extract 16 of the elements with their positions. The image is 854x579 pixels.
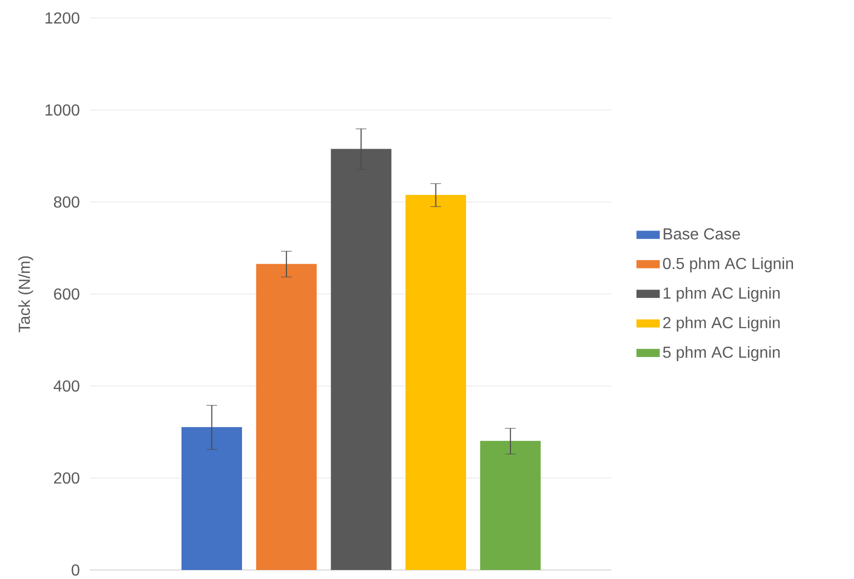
y-tick-label: 600: [54, 288, 80, 300]
legend-label: 5 phm AC Lignin: [663, 346, 780, 362]
bar: [256, 264, 317, 570]
bar: [330, 148, 392, 570]
bar: [181, 427, 242, 570]
y-tick-label: 800: [54, 196, 80, 208]
y-tick-label: 1000: [46, 104, 80, 116]
legend-label: 1 phm AC Lignin: [664, 287, 780, 302]
legend-label: Base Case: [664, 228, 740, 240]
y-tick-label: 400: [54, 380, 80, 392]
y-axis-title: Tack (N/m): [18, 256, 34, 332]
y-tick-label: 200: [54, 472, 80, 484]
y-tick-label: 0: [72, 564, 80, 576]
y-tick-label: 1200: [46, 12, 80, 24]
legend-label: 0.5 phm AC Lignin: [663, 257, 793, 272]
legend-label: 2 phm AC Lignin: [663, 316, 780, 332]
